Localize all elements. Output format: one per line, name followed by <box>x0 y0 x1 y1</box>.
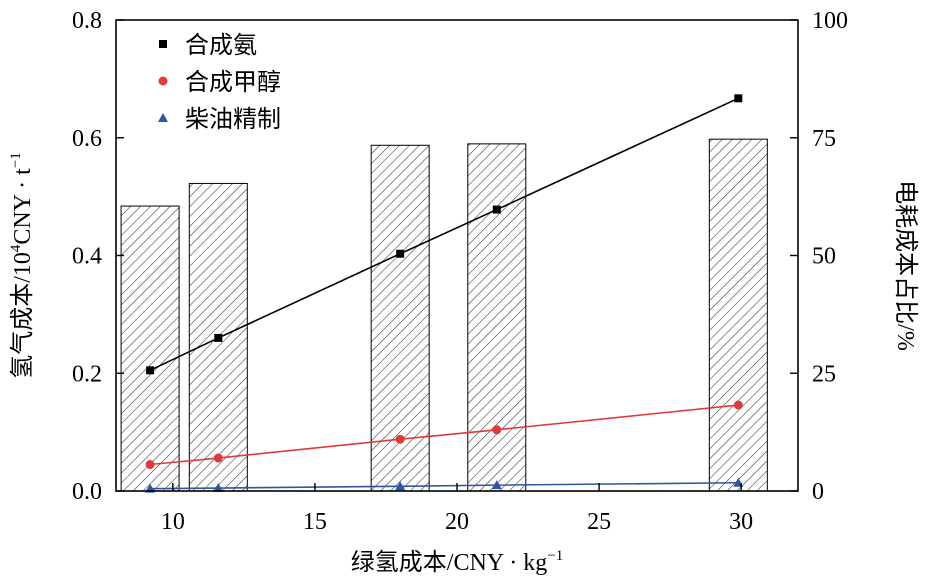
x-axis-title: 绿氢成本/CNY · kg−1 <box>351 548 563 576</box>
legend-label: 合成甲醇 <box>185 69 281 96</box>
data-point <box>733 400 743 410</box>
x-axis-title-sup: −1 <box>547 548 563 564</box>
y-left-title-sup1: 4 <box>8 244 24 252</box>
data-point <box>492 425 502 435</box>
bar <box>120 205 180 492</box>
y-left-title-main: 氢气成本/10 <box>9 252 36 379</box>
y-left-tick-label: 0.8 <box>72 8 102 34</box>
y-left-tick-label: 0.0 <box>72 479 102 505</box>
data-point <box>213 483 224 493</box>
y-right-tick-label: 0 <box>812 479 824 505</box>
data-point <box>396 249 405 258</box>
y-left-axis-title: 氢气成本/104CNY · t−1 <box>8 152 36 379</box>
bars-layer <box>120 138 768 492</box>
x-tick-label: 25 <box>587 509 611 535</box>
bar <box>708 138 768 492</box>
legend-marker <box>158 76 168 86</box>
data-point <box>395 434 405 444</box>
data-point <box>734 94 743 103</box>
x-tick-label: 15 <box>303 509 327 535</box>
data-point <box>145 460 155 470</box>
x-axis-title-main: 绿氢成本/CNY · kg <box>351 549 547 576</box>
y-left-title-mid: CNY · t <box>10 168 36 245</box>
x-tick-label: 10 <box>161 509 185 535</box>
data-point <box>491 480 502 490</box>
bar <box>370 144 430 492</box>
legend-marker <box>158 113 168 122</box>
legend-label: 柴油精制 <box>185 106 281 133</box>
legend-label: 合成氨 <box>185 32 257 59</box>
bar <box>467 143 527 492</box>
data-point <box>395 481 406 491</box>
y-right-axis-title: 电耗成本占比/% <box>892 180 919 351</box>
y-left-tick-label: 0.4 <box>72 244 102 270</box>
y-left-tick-label: 0.2 <box>72 361 102 387</box>
y-right-tick-label: 100 <box>812 8 848 34</box>
y-left-title-sup2: −1 <box>8 152 24 168</box>
data-point <box>146 366 155 375</box>
ticks-layer: 10 15 20 25 30 0.0 0.2 0.4 0.6 0.8 0 25 50 75 100 <box>72 8 848 535</box>
y-right-tick-label: 25 <box>812 361 836 387</box>
lines-layer <box>145 94 744 493</box>
legend-marker <box>159 40 167 48</box>
x-tick-label: 30 <box>729 509 753 535</box>
data-point <box>492 205 501 214</box>
y-right-tick-label: 75 <box>812 126 836 152</box>
x-tick-label: 20 <box>445 509 469 535</box>
y-left-tick-label: 0.6 <box>72 126 102 152</box>
y-right-tick-label: 50 <box>812 244 836 270</box>
data-point <box>214 333 223 342</box>
data-point <box>213 453 223 463</box>
